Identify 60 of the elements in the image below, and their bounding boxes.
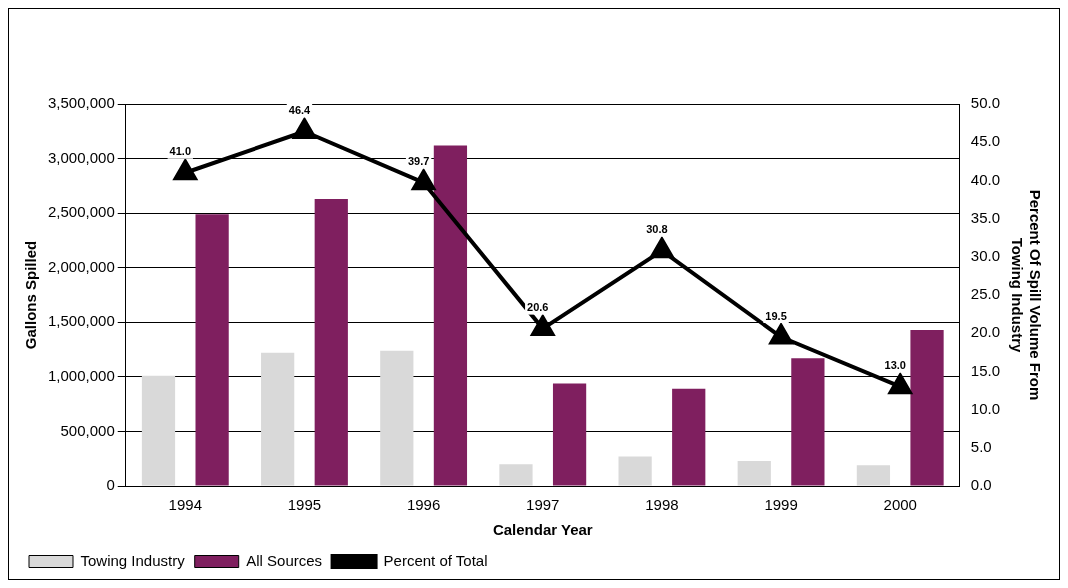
point — [769, 324, 793, 345]
data-label: 39.7 — [407, 155, 430, 168]
x-tick-label: 1998 — [645, 496, 679, 514]
y2-tick-label: 40.0 — [970, 170, 1001, 188]
data-label: 19.5 — [765, 309, 787, 322]
data-label: 20.6 — [527, 301, 549, 314]
y-tick-label: 3,000,000 — [48, 148, 115, 166]
point — [173, 159, 197, 181]
x-tick-label: 1995 — [287, 496, 322, 514]
point — [292, 118, 316, 139]
bar — [910, 329, 944, 486]
bar — [791, 358, 825, 486]
data-label: 13.0 — [884, 359, 906, 372]
legend-label: Towing Industry — [80, 551, 186, 569]
x-axis-title: Calendar Year — [492, 521, 593, 539]
x-tick-label: 1999 — [764, 496, 798, 514]
bar — [433, 145, 468, 486]
y2-tick-label: 15.0 — [970, 361, 1001, 379]
bar — [737, 460, 771, 486]
legend-label: All Sources — [246, 551, 323, 569]
bar — [856, 465, 891, 486]
bar — [552, 383, 587, 486]
point — [888, 373, 912, 395]
bar — [141, 375, 176, 486]
bar — [314, 198, 348, 486]
y2-tick-label: 45.0 — [970, 132, 1001, 150]
bar — [261, 352, 295, 486]
bar — [499, 464, 533, 486]
y2-tick-label: 10.0 — [970, 399, 1001, 417]
y2-tick-label: 0.0 — [970, 476, 992, 494]
data-label: 30.8 — [646, 223, 668, 236]
y-axis-title: Gallons Spilled — [22, 240, 40, 350]
bar — [618, 456, 652, 486]
y-tick-label: 500,000 — [60, 421, 115, 439]
legend-label: Percent of Total — [383, 551, 488, 569]
x-tick-label: 1997 — [526, 496, 560, 514]
y2-tick-label: 30.0 — [970, 246, 1001, 264]
y2-tick-label: 5.0 — [970, 437, 992, 455]
point — [412, 169, 436, 191]
data-label: 46.4 — [288, 104, 312, 117]
x-tick-label: 1994 — [168, 496, 202, 514]
bar — [380, 350, 414, 486]
y-tick-label: 1,000,000 — [48, 367, 115, 384]
point — [650, 237, 674, 259]
y-tick-label: 0 — [106, 476, 115, 494]
data-label: 41.0 — [169, 145, 192, 158]
y-tick-label: 2,500,000 — [48, 203, 115, 221]
y2-tick-label: 50.0 — [970, 94, 1001, 112]
bar — [672, 388, 706, 486]
y2-tick-label: 20.0 — [970, 323, 1001, 341]
y2-tick-label: 35.0 — [970, 208, 1001, 226]
y-tick-label: 3,500,000 — [48, 94, 115, 112]
y2-axis-title: Percent Of Spill Volume From Towing Industry — [1008, 189, 1044, 401]
y-tick-label: 1,500,000 — [48, 312, 115, 330]
bar — [195, 214, 229, 486]
point — [531, 315, 555, 337]
y-tick-label: 2,000,000 — [48, 257, 115, 275]
y2-tick-label: 25.0 — [970, 285, 1001, 303]
x-tick-label: 1996 — [406, 496, 441, 514]
x-tick-label: 2000 — [883, 496, 917, 514]
